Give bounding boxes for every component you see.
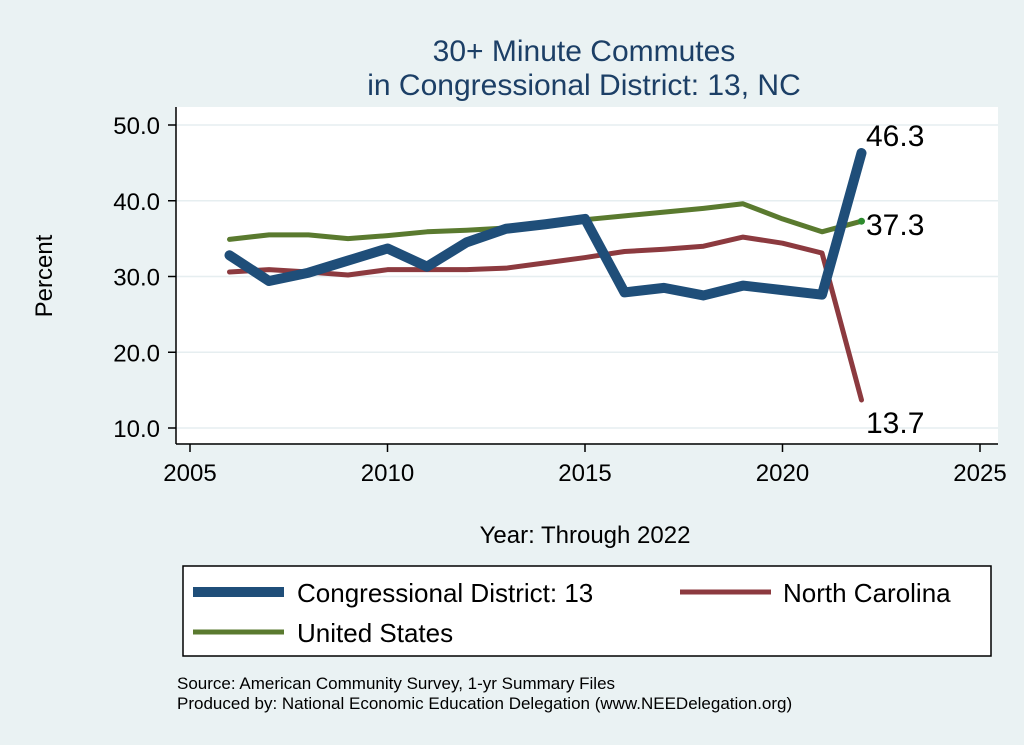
- x-tick-label: 2005: [163, 460, 216, 487]
- x-tick-label: 2025: [953, 460, 1006, 487]
- us-endpoint-marker: [858, 217, 865, 225]
- y-tick-label: 20.0: [113, 340, 160, 367]
- series-group: [224, 148, 867, 403]
- x-axis-title: Year: Through 2022: [480, 522, 691, 549]
- y-axis-title: Percent: [31, 234, 58, 317]
- producer-note: Produced by: National Economic Education…: [177, 694, 792, 713]
- source-note: Source: American Community Survey, 1-yr …: [177, 674, 615, 693]
- x-tick-label: 2020: [756, 460, 809, 487]
- series-line-district: [224, 148, 867, 301]
- legend-box: [182, 565, 992, 657]
- legend-label-us: United States: [297, 618, 453, 648]
- y-tick-label: 50.0: [113, 113, 160, 140]
- end-label-us: 37.3: [866, 209, 924, 242]
- x-tick-label: 2015: [558, 460, 611, 487]
- legend-label-district: Congressional District: 13: [297, 578, 593, 608]
- end-label-district: 46.3: [866, 120, 924, 153]
- y-axis-ticks: 10.0 20.0 30.0 40.0 50.0: [113, 113, 176, 443]
- x-tick-label: 2010: [361, 460, 414, 487]
- y-tick-label: 10.0: [113, 416, 160, 443]
- chart-title-line-2: in Congressional District: 13, NC: [367, 69, 801, 102]
- series-line-nc: [227, 234, 864, 403]
- legend-label-nc: North Carolina: [783, 578, 951, 608]
- y-tick-label: 30.0: [113, 265, 160, 292]
- x-axis-ticks: 2005 2010 2015 2020 2025: [163, 444, 1007, 487]
- y-tick-label: 40.0: [113, 189, 160, 216]
- end-label-nc: 13.7: [866, 407, 924, 440]
- chart-title-line-1: 30+ Minute Commutes: [433, 35, 736, 68]
- legend: Congressional District: 13 North Carolin…: [182, 565, 992, 657]
